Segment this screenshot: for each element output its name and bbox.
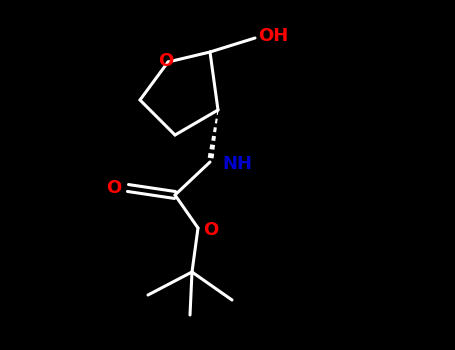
Text: O: O	[106, 179, 121, 197]
Text: OH: OH	[258, 27, 288, 45]
Text: O: O	[158, 52, 174, 70]
Text: O: O	[203, 221, 218, 239]
Text: NH: NH	[222, 155, 252, 173]
